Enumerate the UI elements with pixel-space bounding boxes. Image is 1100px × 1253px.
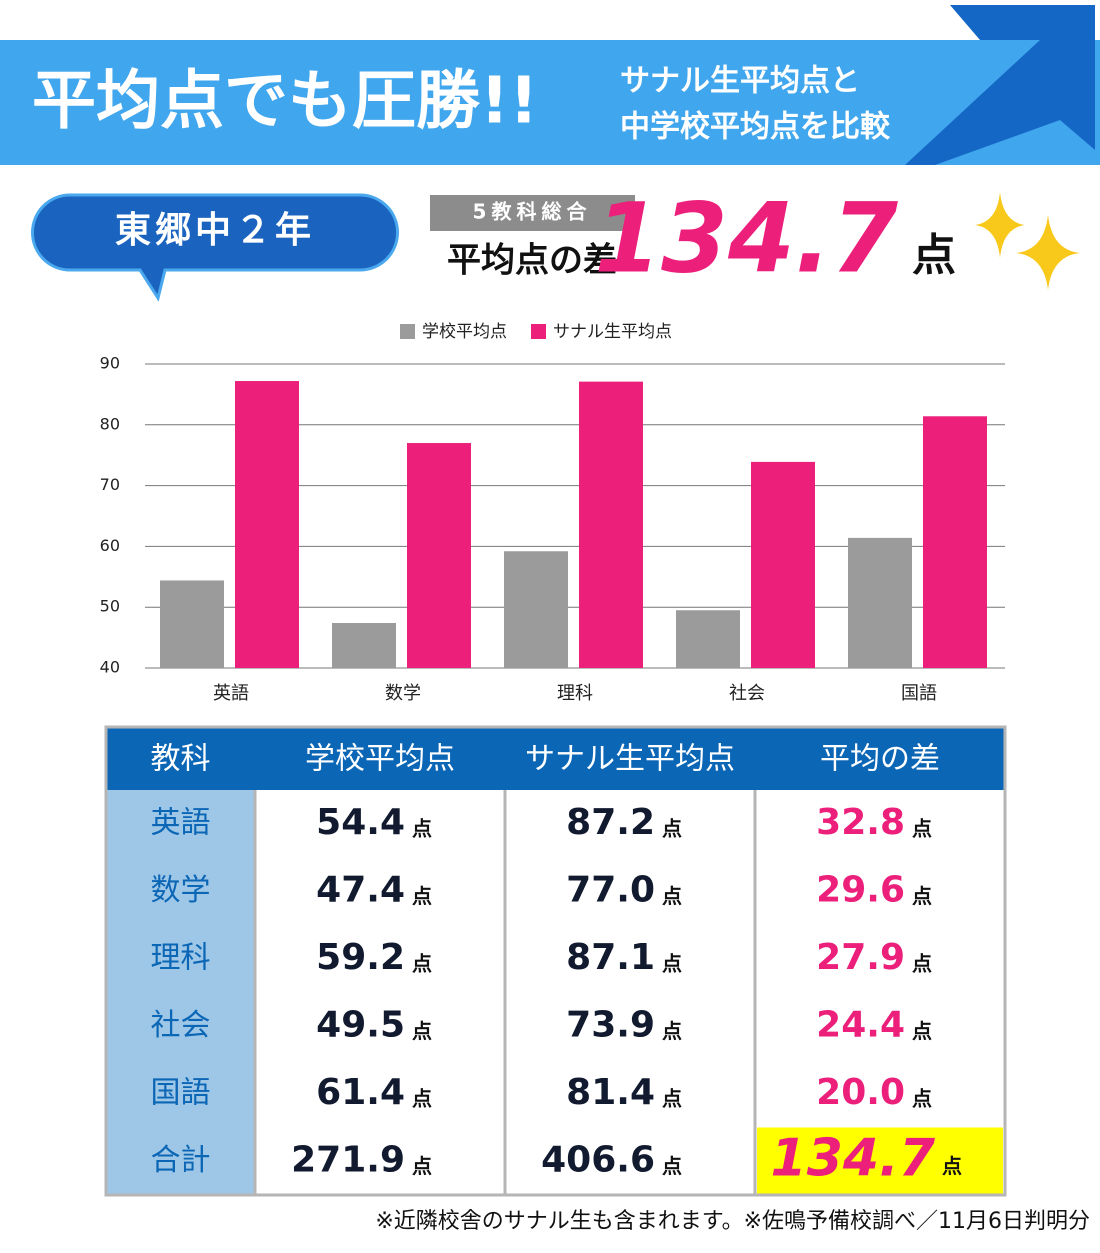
- table-number: 61.4: [316, 1072, 405, 1113]
- arrow: [905, 5, 1095, 165]
- y-tick-label: 40: [100, 658, 120, 677]
- table-number: 20.0: [816, 1072, 905, 1113]
- table-number: 59.2: [316, 937, 405, 978]
- bar: [676, 610, 740, 668]
- bar: [407, 443, 471, 668]
- table-first-col-bg: [106, 790, 255, 1195]
- bar: [579, 381, 643, 668]
- table-border: [104, 725, 1007, 1197]
- summary-label: 5教科総合: [473, 200, 592, 224]
- table-header-bg: [106, 727, 1005, 790]
- table-subject: 数学: [151, 873, 211, 908]
- table-header-cell: 平均の差: [820, 742, 940, 777]
- x-tick-label: 英語: [213, 683, 249, 704]
- table-number: 134.7: [771, 1128, 936, 1188]
- bar: [235, 381, 299, 668]
- sparkle: [1016, 215, 1080, 290]
- table-unit: 点: [662, 816, 682, 840]
- table-unit: 点: [942, 1154, 962, 1178]
- table-number: 81.4: [566, 1072, 655, 1113]
- bar: [332, 623, 396, 668]
- bar: [160, 580, 224, 668]
- table-unit: 点: [912, 1019, 932, 1043]
- table-unit: 点: [662, 1154, 682, 1178]
- table-unit: 点: [912, 951, 932, 975]
- table-subject: 理科: [151, 940, 211, 975]
- table-number: 54.4: [316, 802, 405, 843]
- table-number: 87.1: [566, 937, 655, 978]
- y-tick-label: 50: [100, 597, 120, 616]
- table-unit: 点: [662, 884, 682, 908]
- table-unit: 点: [412, 951, 432, 975]
- table-number: 47.4: [316, 869, 405, 910]
- legend-swatch: [400, 324, 415, 339]
- table-unit: 点: [412, 1086, 432, 1110]
- header-band: [0, 40, 1100, 165]
- x-tick-label: 国語: [901, 683, 937, 704]
- table-unit: 点: [912, 816, 932, 840]
- table-unit: 点: [662, 1086, 682, 1110]
- table-number: 49.5: [316, 1004, 405, 1045]
- table-header-cell: 教科: [151, 742, 211, 777]
- table-number: 24.4: [816, 1004, 905, 1045]
- table-subject: 国語: [151, 1075, 211, 1110]
- legend-label: サナル生平均点: [553, 322, 672, 342]
- table-number: 73.9: [566, 1004, 655, 1045]
- table-unit: 点: [412, 1154, 432, 1178]
- bar: [923, 416, 987, 668]
- table-subject: 合計: [151, 1143, 211, 1178]
- legend-label: 学校平均点: [422, 322, 507, 342]
- header-subtitle: サナル生平均点と: [620, 64, 860, 99]
- y-tick-label: 90: [100, 354, 120, 373]
- y-tick-label: 70: [100, 475, 120, 494]
- bar: [848, 537, 912, 668]
- table-subject: 英語: [151, 805, 211, 840]
- header-subtitle: 中学校平均点を比較: [620, 110, 891, 145]
- table-highlight: [757, 1127, 1003, 1195]
- x-tick-label: 社会: [729, 683, 765, 704]
- table-number: 87.2: [566, 802, 655, 843]
- table-unit: 点: [412, 816, 432, 840]
- table-header-cell: サナル生平均点: [525, 742, 735, 777]
- footnote: ※近隣校舎のサナル生も含まれます。※佐鳴予備校調べ／11月6日判明分: [375, 1209, 1090, 1234]
- table-number: 29.6: [816, 869, 905, 910]
- table-number: 406.6: [541, 1139, 655, 1180]
- table-unit: 点: [912, 1086, 932, 1110]
- table-header-cell: 学校平均点: [305, 742, 455, 777]
- bar: [504, 551, 568, 668]
- summary-value: 134.7: [594, 182, 898, 294]
- table-unit: 点: [912, 884, 932, 908]
- table-subject: 社会: [151, 1008, 211, 1043]
- table-number: 27.9: [816, 937, 905, 978]
- table-number: 32.8: [816, 802, 905, 843]
- y-tick-label: 60: [100, 536, 120, 555]
- badge-text: 東郷中２年: [115, 210, 315, 251]
- y-tick-label: 80: [100, 414, 120, 433]
- table-unit: 点: [662, 951, 682, 975]
- table-number: 77.0: [566, 869, 655, 910]
- badge: [31, 193, 399, 302]
- summary-label-box: [430, 195, 635, 231]
- table-unit: 点: [412, 884, 432, 908]
- table-unit: 点: [662, 1019, 682, 1043]
- x-tick-label: 理科: [557, 683, 593, 704]
- summary-unit: 点: [912, 230, 956, 281]
- sparkle: [975, 192, 1025, 258]
- bar: [751, 461, 815, 668]
- table-number: 271.9: [291, 1139, 405, 1180]
- summary-caption: 平均点の差: [447, 241, 617, 281]
- legend-swatch: [531, 324, 546, 339]
- header-title: 平均点でも圧勝!!: [32, 65, 538, 139]
- table-unit: 点: [412, 1019, 432, 1043]
- x-tick-label: 数学: [385, 683, 421, 704]
